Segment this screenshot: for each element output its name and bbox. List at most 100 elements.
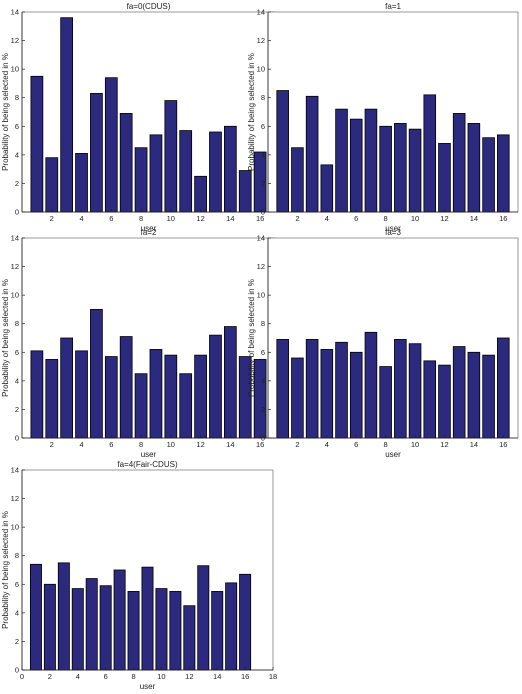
y-tick-label: 2 <box>15 637 19 646</box>
x-tick-label: 12 <box>440 440 448 449</box>
bar-user-8 <box>379 125 392 213</box>
x-tick-label: 4 <box>325 214 329 223</box>
y-tick-label: 10 <box>11 291 19 300</box>
bar-user-12 <box>438 143 451 213</box>
x-tick-label: 14 <box>470 214 478 223</box>
bar-user-12 <box>438 364 451 439</box>
x-tick-label: 6 <box>109 214 113 223</box>
bar-user-2 <box>291 147 304 213</box>
x-tick-label: 16 <box>256 214 264 223</box>
y-tick-label: 6 <box>15 122 19 131</box>
y-tick-label: 12 <box>11 36 19 45</box>
bar-user-1 <box>30 350 44 439</box>
bar-user-3 <box>60 337 73 439</box>
x-tick-label: 14 <box>226 214 234 223</box>
bar-user-8 <box>134 147 148 213</box>
y-tick-label: 2 <box>15 405 19 414</box>
bar-user-15 <box>238 170 252 213</box>
x-tick-label: 2 <box>48 672 52 681</box>
bar-user-13 <box>197 565 210 671</box>
x-tick-label: 18 <box>269 672 277 681</box>
x-tick-label: 4 <box>76 672 80 681</box>
y-tick-label: 4 <box>15 608 19 617</box>
bar-user-11 <box>423 94 437 213</box>
bar-user-6 <box>99 585 112 671</box>
y-tick-label: 14 <box>11 466 19 475</box>
y-tick-label: 0 <box>15 208 19 217</box>
bar-user-5 <box>85 578 98 671</box>
bar-user-7 <box>113 569 126 671</box>
subplot-title: fa=0(CDUS) <box>127 2 171 11</box>
y-tick-label: 8 <box>15 319 19 328</box>
bar-user-4 <box>71 588 84 671</box>
bar-user-3 <box>57 562 70 671</box>
bar-user-14 <box>211 591 224 671</box>
bar-user-7 <box>364 331 378 439</box>
x-tick-label: 2 <box>295 440 299 449</box>
bar-user-6 <box>349 351 363 439</box>
bar-user-7 <box>119 336 133 439</box>
y-tick-label: 0 <box>15 434 19 443</box>
x-tick-label: 4 <box>325 440 329 449</box>
x-tick-label: 12 <box>196 214 204 223</box>
bar-user-14 <box>223 326 237 439</box>
bar-user-1 <box>276 90 289 213</box>
x-tick-label: 8 <box>139 214 143 223</box>
subplot-title: fa=2 <box>141 228 157 237</box>
bar-user-12 <box>194 175 207 213</box>
bar-user-11 <box>179 373 193 439</box>
bar-user-4 <box>320 164 334 213</box>
bar-user-16 <box>497 337 510 439</box>
y-tick-label: 12 <box>11 262 19 271</box>
bar-user-13 <box>209 334 222 439</box>
bar-user-1 <box>30 75 44 213</box>
bar-user-11 <box>169 591 182 671</box>
bar-user-11 <box>179 130 193 213</box>
y-tick-label: 10 <box>257 65 265 74</box>
x-tick-label: 14 <box>213 672 221 681</box>
x-tick-label: 8 <box>131 672 135 681</box>
bar-user-4 <box>75 153 88 213</box>
y-tick-label: 8 <box>261 93 265 102</box>
bar-user-13 <box>452 113 466 213</box>
x-tick-label: 6 <box>109 440 113 449</box>
bar-user-10 <box>164 354 178 439</box>
x-tick-label: 8 <box>384 440 388 449</box>
x-tick-label: 16 <box>499 214 507 223</box>
y-tick-label: 10 <box>257 291 265 300</box>
x-tick-label: 2 <box>295 214 299 223</box>
y-tick-label: 6 <box>261 348 265 357</box>
y-tick-label: 2 <box>261 405 265 414</box>
y-tick-label: 14 <box>11 8 19 17</box>
bar-user-2 <box>291 357 304 439</box>
bar-user-6 <box>104 77 118 213</box>
y-tick-label: 8 <box>261 319 265 328</box>
y-tick-label: 6 <box>261 122 265 131</box>
bar-user-1 <box>29 563 42 671</box>
y-axis-label: Probability of being selected in % <box>1 53 10 171</box>
y-tick-label: 6 <box>15 348 19 357</box>
y-tick-label: 0 <box>261 434 265 443</box>
bar-user-15 <box>482 137 495 213</box>
y-tick-label: 10 <box>11 523 19 532</box>
plot-area <box>21 237 276 439</box>
bar-user-16 <box>497 134 510 213</box>
bar-user-14 <box>467 123 481 213</box>
y-tick-label: 14 <box>257 234 265 243</box>
y-tick-label: 10 <box>11 65 19 74</box>
x-tick-label: 4 <box>79 214 83 223</box>
y-tick-label: 4 <box>15 376 19 385</box>
bar-user-9 <box>394 339 407 439</box>
bar-user-11 <box>423 360 437 439</box>
y-tick-label: 2 <box>261 179 265 188</box>
bar-user-5 <box>90 93 103 213</box>
bar-user-9 <box>394 123 407 213</box>
bar-user-13 <box>209 131 222 213</box>
bar-user-9 <box>149 134 163 213</box>
bar-user-7 <box>364 108 378 213</box>
bar-user-14 <box>223 125 237 213</box>
x-tick-label: 10 <box>167 214 175 223</box>
x-tick-label: 2 <box>50 440 54 449</box>
x-tick-label: 14 <box>470 440 478 449</box>
plot-area <box>267 11 519 213</box>
